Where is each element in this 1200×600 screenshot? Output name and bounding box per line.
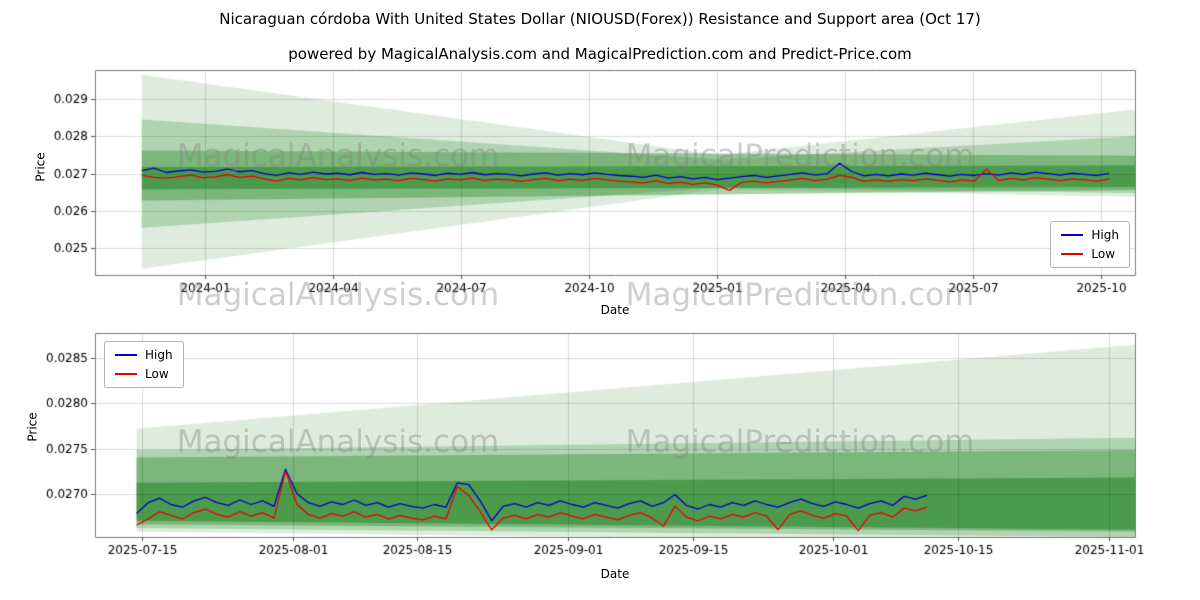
low-line-swatch <box>115 373 137 375</box>
legend-label-low: Low <box>145 367 169 381</box>
legend-item-low: Low <box>1061 247 1119 261</box>
top-y-axis-label: Price <box>33 152 48 182</box>
page-title: Nicaraguan córdoba With United States Do… <box>219 10 981 28</box>
legend-item-high: High <box>115 348 173 362</box>
page-subtitle: powered by MagicalAnalysis.com and Magic… <box>288 45 912 63</box>
bottom-chart-legend: High Low <box>104 341 184 388</box>
legend-label-high: High <box>1091 228 1119 242</box>
bottom-y-axis-label: Price <box>25 412 40 442</box>
top-chart-legend: High Low <box>1050 221 1130 268</box>
high-line-swatch <box>115 354 137 356</box>
bottom-x-axis-label: Date <box>600 567 630 581</box>
low-line-swatch <box>1061 253 1084 255</box>
top-x-axis-label: Date <box>600 303 630 317</box>
legend-item-low: Low <box>115 367 173 381</box>
legend-label-high: High <box>145 348 173 362</box>
high-line-swatch <box>1061 234 1084 236</box>
legend-item-high: High <box>1061 228 1119 242</box>
legend-label-low: Low <box>1091 247 1116 261</box>
